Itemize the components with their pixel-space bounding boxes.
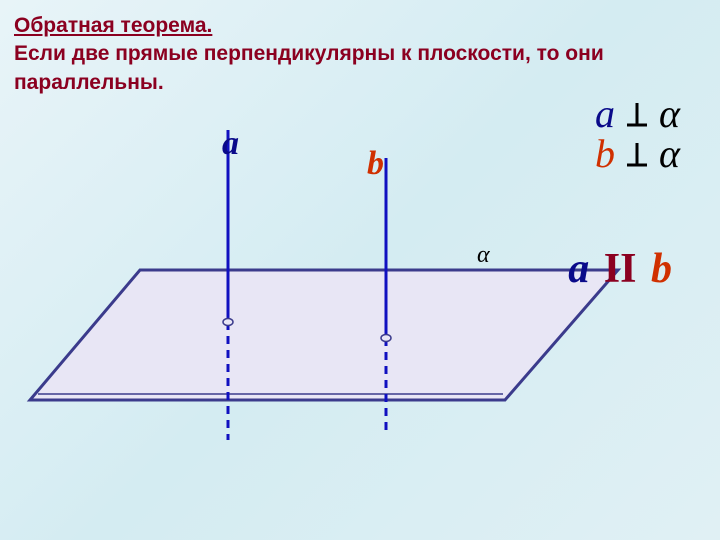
intersection-point-a (223, 319, 233, 326)
title-line-1: Обратная теорема. (14, 12, 706, 40)
cond-var-b: b (595, 134, 615, 174)
plane-alpha-label: α (477, 242, 490, 268)
cond-plane-alpha-2: α (659, 134, 680, 174)
title-line-2: Если две прямые перпендикулярны к плоско… (14, 40, 706, 97)
parallel-symbol: II (604, 246, 637, 292)
condition-b-perp-alpha: b α (595, 134, 680, 174)
plane-alpha (30, 270, 618, 400)
conclusion-a: a (568, 246, 589, 292)
conclusion-block: a II b (568, 245, 672, 293)
theorem-title: Обратная теорема. Если две прямые перпен… (14, 12, 706, 97)
perpendicular-icon (623, 100, 651, 128)
conclusion-b: b (651, 246, 672, 292)
cond-var-a: a (595, 94, 615, 134)
condition-a-perp-alpha: a α (595, 94, 680, 134)
intersection-point-b (381, 335, 391, 342)
conditions-block: a α b α (595, 94, 680, 174)
cond-plane-alpha-1: α (659, 94, 680, 134)
label-line-b: b (367, 145, 384, 183)
perpendicular-icon (623, 140, 651, 168)
label-line-a: a (222, 125, 239, 163)
